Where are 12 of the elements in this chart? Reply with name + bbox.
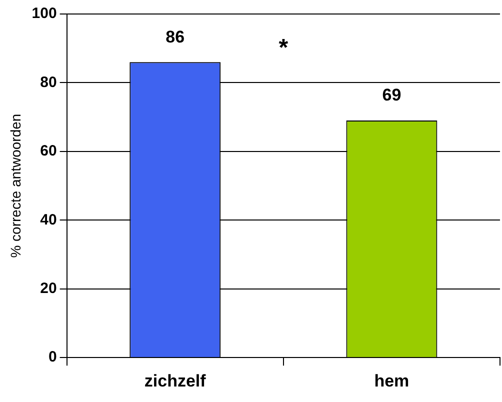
x-tick-label: hem <box>374 371 410 390</box>
y-tick-label: 60 <box>40 142 57 160</box>
y-tick-label: 40 <box>40 211 57 228</box>
y-tick-label: 100 <box>32 5 57 22</box>
y-tick-label: 20 <box>40 280 57 298</box>
y-axis-title: % correcte antwoorden <box>7 114 24 258</box>
y-tick-label: 0 <box>48 348 57 366</box>
data-label: 86 <box>166 27 185 46</box>
x-tick-label: zichzelf <box>144 371 206 390</box>
data-label: 69 <box>382 86 402 105</box>
annotation: * <box>278 34 289 62</box>
y-tick-label: 80 <box>40 74 57 91</box>
